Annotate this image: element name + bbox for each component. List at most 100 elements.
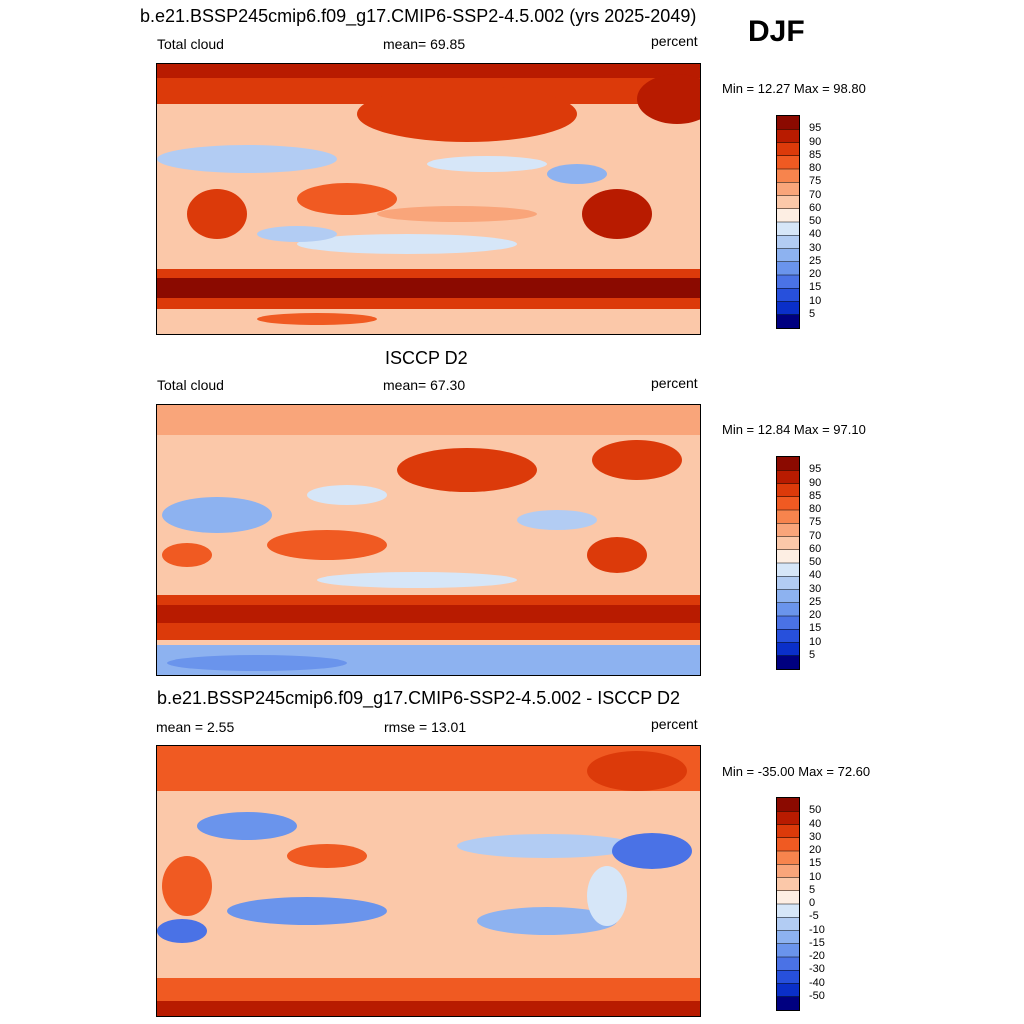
colorbar-swatch bbox=[777, 182, 799, 196]
panel-3-units-label: percent bbox=[651, 716, 698, 732]
colorbar-tick-label: 60 bbox=[809, 542, 822, 555]
colorbar-tick-label: 20 bbox=[809, 609, 822, 621]
colorbar-swatch bbox=[777, 314, 799, 329]
colorbar-swatch bbox=[777, 957, 799, 971]
colorbar-tick-label: 50 bbox=[809, 804, 822, 817]
colorbar-tick-label: 5 bbox=[809, 648, 816, 661]
colorbar-swatch bbox=[777, 837, 799, 852]
colorbar-swatch bbox=[777, 470, 799, 484]
colorbar-swatch bbox=[777, 510, 799, 524]
colorbar-swatch bbox=[777, 142, 799, 157]
colorbar-tick-label: 50 bbox=[809, 556, 822, 568]
colorbar-swatch bbox=[777, 549, 799, 564]
colorbar-tick-label: -20 bbox=[809, 950, 825, 962]
colorbar-tick-label: 40 bbox=[809, 228, 822, 241]
colorbar-tick-label: -10 bbox=[809, 923, 825, 936]
colorbar-swatch bbox=[777, 996, 799, 1011]
colorbar-tick-label: 10 bbox=[809, 294, 822, 307]
panel-2-title: ISCCP D2 bbox=[385, 348, 468, 368]
colorbar-swatch bbox=[777, 261, 799, 276]
colorbar-tick-label: 85 bbox=[809, 148, 822, 161]
colorbar-swatch bbox=[777, 904, 799, 918]
colorbar-tick-label: -50 bbox=[809, 989, 825, 1002]
panel-1-mean-label: mean= 69.85 bbox=[383, 36, 466, 52]
season-label: DJF bbox=[748, 15, 805, 48]
colorbar-swatch bbox=[777, 457, 799, 471]
colorbar-swatch bbox=[777, 483, 799, 498]
colorbar-swatch bbox=[777, 496, 799, 511]
colorbar-swatch bbox=[777, 629, 799, 643]
colorbar-tick-label: 75 bbox=[809, 516, 822, 529]
colorbar-tick-label: 90 bbox=[809, 135, 822, 148]
colorbar-tick-label: 70 bbox=[809, 529, 822, 542]
colorbar-swatch bbox=[777, 983, 799, 998]
colorbar-swatch bbox=[777, 275, 799, 289]
colorbar-swatch bbox=[777, 116, 799, 130]
colorbar-tick-label: 10 bbox=[809, 870, 822, 883]
colorbar-tick-label: 5 bbox=[809, 883, 816, 896]
colorbar-swatch bbox=[777, 877, 799, 892]
panel-3-minmax-label: Min = -35.00 Max = 72.60 bbox=[722, 764, 871, 779]
panel-3-title: b.e21.BSSP245cmip6.f09_g17.CMIP6-SSP2-4.… bbox=[157, 688, 680, 708]
colorbar-tick-label: 20 bbox=[809, 844, 822, 856]
colorbar-tick-label: 30 bbox=[809, 241, 822, 254]
colorbar-tick-label: 80 bbox=[809, 503, 822, 515]
colorbar-swatch bbox=[777, 301, 799, 316]
colorbar-swatch bbox=[777, 288, 799, 302]
colorbar-swatch bbox=[777, 655, 799, 670]
panel-2-mean-label: mean= 67.30 bbox=[383, 377, 466, 393]
panel-1-units-label: percent bbox=[651, 33, 698, 49]
colorbar-tick-label: 40 bbox=[809, 569, 822, 582]
panel-3-colorbar bbox=[776, 797, 800, 1011]
colorbar-tick-label: -30 bbox=[809, 963, 825, 976]
panel-2-minmax-label: Min = 12.84 Max = 97.10 bbox=[722, 422, 866, 437]
colorbar-swatch bbox=[777, 195, 799, 210]
colorbar-tick-label: 30 bbox=[809, 582, 822, 595]
colorbar-swatch bbox=[777, 798, 799, 812]
colorbar-swatch bbox=[777, 536, 799, 551]
colorbar-swatch bbox=[777, 589, 799, 604]
colorbar-swatch bbox=[777, 235, 799, 249]
colorbar-swatch bbox=[777, 616, 799, 630]
colorbar-tick-label: 60 bbox=[809, 201, 822, 214]
panel-2-colorbar-svg bbox=[777, 457, 799, 670]
colorbar-tick-label: 25 bbox=[809, 595, 822, 608]
colorbar-tick-label: -5 bbox=[809, 910, 819, 923]
colorbar-swatch bbox=[777, 155, 799, 170]
colorbar-tick-label: 5 bbox=[809, 307, 816, 320]
colorbar-tick-label: 30 bbox=[809, 830, 822, 843]
colorbar-swatch bbox=[777, 208, 799, 223]
colorbar-swatch bbox=[777, 523, 799, 537]
panel-3-map bbox=[156, 745, 701, 1017]
colorbar-tick-label: 40 bbox=[809, 817, 822, 830]
colorbar-tick-label: 75 bbox=[809, 175, 822, 188]
colorbar-tick-label: 20 bbox=[809, 268, 822, 280]
colorbar-tick-label: 50 bbox=[809, 215, 822, 227]
colorbar-swatch bbox=[777, 890, 799, 905]
panel-1-title: b.e21.BSSP245cmip6.f09_g17.CMIP6-SSP2-4.… bbox=[140, 6, 697, 26]
colorbar-swatch bbox=[777, 222, 799, 236]
panel-1-map bbox=[156, 63, 701, 335]
colorbar-swatch bbox=[777, 602, 799, 617]
colorbar-swatch bbox=[777, 169, 799, 183]
panel-2-map bbox=[156, 404, 701, 676]
panel-3-rmse-label: rmse = 13.01 bbox=[384, 719, 467, 735]
panel-3-colorbar-svg bbox=[777, 798, 799, 1011]
colorbar-tick-label: 95 bbox=[809, 122, 822, 135]
colorbar-swatch bbox=[777, 563, 799, 577]
colorbar-swatch bbox=[777, 811, 799, 825]
colorbar-swatch bbox=[777, 824, 799, 839]
panel-3-map-svg bbox=[157, 746, 700, 1016]
colorbar-swatch bbox=[777, 576, 799, 590]
panel-1-colorbar bbox=[776, 115, 800, 329]
colorbar-swatch bbox=[777, 129, 799, 143]
colorbar-tick-label: -15 bbox=[809, 936, 825, 949]
colorbar-swatch bbox=[777, 930, 799, 945]
panel-1-colorbar-svg bbox=[777, 116, 799, 329]
colorbar-tick-label: -40 bbox=[809, 976, 825, 989]
colorbar-swatch bbox=[777, 642, 799, 657]
colorbar-swatch bbox=[777, 851, 799, 865]
colorbar-tick-label: 15 bbox=[809, 281, 822, 294]
panel-2-variable-label: Total cloud bbox=[157, 377, 224, 393]
colorbar-tick-label: 0 bbox=[809, 897, 816, 909]
